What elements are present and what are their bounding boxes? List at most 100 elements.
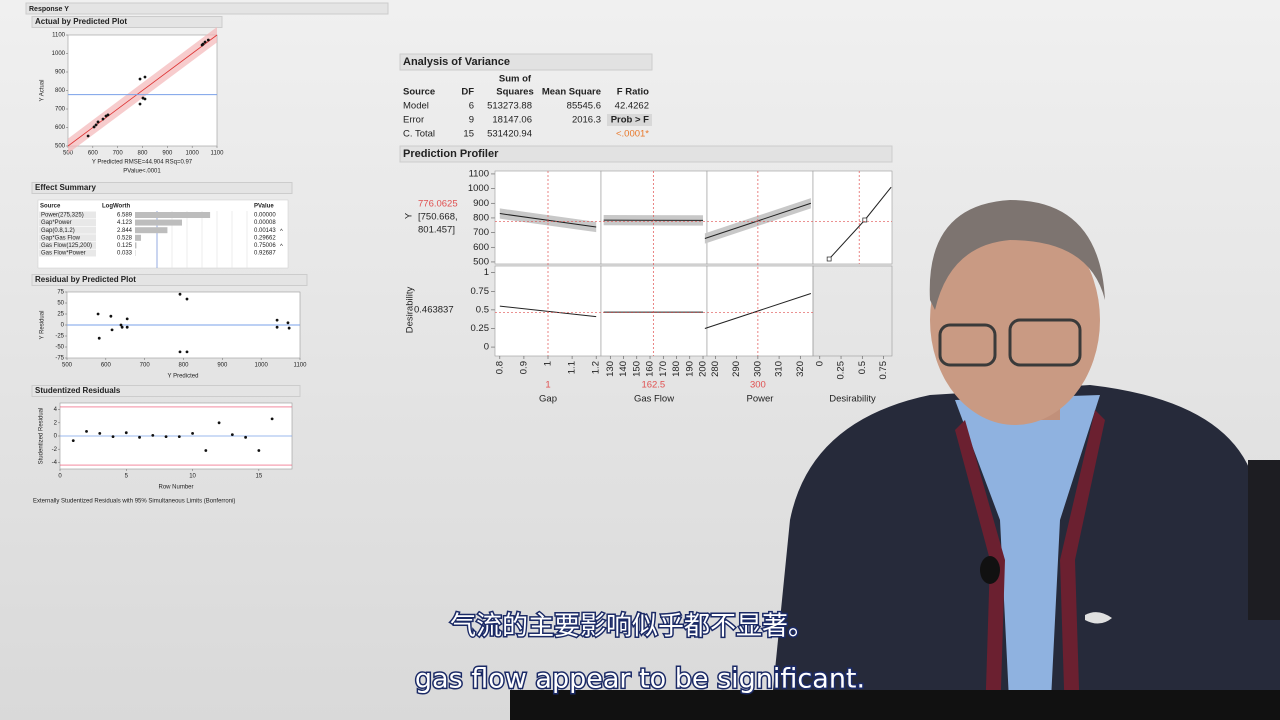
row-label-bg [39, 241, 96, 249]
x-tick-label: 5 [125, 474, 129, 480]
section-title: Analysis of Variance [403, 56, 510, 68]
pvalue: 0.00000 [254, 213, 276, 219]
y-tick-label: 0 [54, 434, 58, 440]
y-tick-label: 900 [473, 198, 489, 209]
presenter [770, 200, 1280, 720]
point [275, 318, 279, 322]
y-axis-label: Y Actual [40, 80, 46, 102]
y-tick-label: 4 [54, 407, 58, 413]
factor-name: Power [747, 394, 774, 405]
point [201, 42, 205, 46]
point [138, 102, 142, 106]
section-title: Prediction Profiler [403, 148, 499, 160]
factor-name: Gap [539, 394, 557, 405]
cardigan-trim [1060, 410, 1105, 720]
point [185, 297, 189, 301]
y-tick-label: 600 [55, 125, 66, 131]
y-tick-label: 75 [57, 290, 64, 296]
cell-highlight [607, 114, 652, 126]
x-axis-label: Y Predicted [168, 374, 199, 380]
y-tick-label: 50 [57, 301, 64, 307]
factor-name: Desirability [829, 394, 876, 405]
y-tick-label: -25 [55, 334, 64, 340]
x-tick-label: 800 [137, 151, 148, 157]
x-tick-label: 190 [684, 361, 695, 377]
panel [600, 265, 708, 357]
cell: 6 [469, 101, 474, 112]
point [138, 77, 142, 81]
point [275, 325, 279, 329]
column-header: Source [403, 87, 435, 98]
section-title: Effect Summary [35, 183, 96, 192]
source: Gas Flow*Power [41, 251, 86, 257]
x-tick-label: 1 [543, 361, 554, 366]
header-bar [25, 2, 389, 15]
point [109, 314, 113, 318]
x-tick-label: 140 [618, 361, 629, 377]
y-tick-label: 1100 [469, 168, 489, 179]
x-tick-label: 320 [795, 361, 806, 377]
point [92, 125, 96, 129]
point [71, 439, 75, 443]
point [86, 134, 90, 138]
hair [929, 200, 1105, 310]
row-label-bg [39, 226, 96, 234]
logworth-bar [135, 227, 168, 234]
x-tick-label: 800 [178, 363, 189, 369]
row-label-bg [39, 219, 96, 227]
section-bar [31, 274, 308, 286]
y-tick-label: 1100 [52, 33, 66, 39]
y-axis-label: Y [404, 212, 415, 219]
monitor-edge [510, 690, 1280, 720]
section-bar [31, 182, 293, 194]
pvalue: 0.92687 [254, 251, 276, 257]
x-tick-label: 900 [217, 363, 228, 369]
logo [1085, 612, 1112, 624]
logworth-bar [135, 219, 183, 226]
column-header: DF [461, 87, 474, 98]
point [110, 328, 114, 332]
y-tick-label: 500 [55, 144, 66, 150]
pvalue: 0.29662 [254, 235, 276, 241]
point [230, 433, 234, 437]
y-tick-label: 900 [55, 70, 66, 76]
point [85, 429, 88, 433]
point [244, 435, 248, 439]
point [97, 336, 101, 340]
y-tick-label: 25 [57, 312, 64, 318]
desirability-value: 0.463837 [414, 305, 454, 316]
logworth: 0.033 [117, 251, 133, 257]
y-tick-label: 1 [484, 267, 489, 278]
section-bar [399, 145, 893, 163]
x-tick-label: 150 [631, 361, 642, 377]
handle [826, 256, 832, 262]
cell: 18147.06 [492, 115, 532, 126]
point [286, 321, 290, 325]
y-axis-label: Studentized Residual [39, 408, 45, 465]
source: Power(275,325) [41, 213, 84, 219]
x-tick-label: 500 [63, 151, 74, 157]
cell: C. Total [403, 129, 435, 140]
row-label-bg [39, 234, 96, 242]
point [206, 38, 210, 42]
y-tick-label: 0.5 [476, 304, 489, 315]
x-tick-label: 1.2 [591, 361, 602, 374]
x-tick-label: 1000 [185, 151, 199, 157]
point [94, 123, 98, 127]
x-tick-label: 170 [658, 361, 669, 377]
point [106, 113, 110, 117]
x-tick-label: 0.25 [836, 361, 847, 380]
point [164, 435, 168, 439]
point [191, 431, 194, 435]
cell: Error [403, 115, 424, 126]
cell: 42.4262 [615, 101, 649, 112]
column-header: PValue [254, 204, 274, 210]
logworth: 6.589 [117, 213, 133, 219]
logworth: 0.528 [117, 235, 133, 241]
point [143, 75, 147, 79]
x-tick-label: 10 [189, 474, 196, 480]
point [125, 317, 129, 321]
x-tick-label: 500 [62, 363, 73, 369]
x-tick-label: 300 [752, 361, 763, 377]
